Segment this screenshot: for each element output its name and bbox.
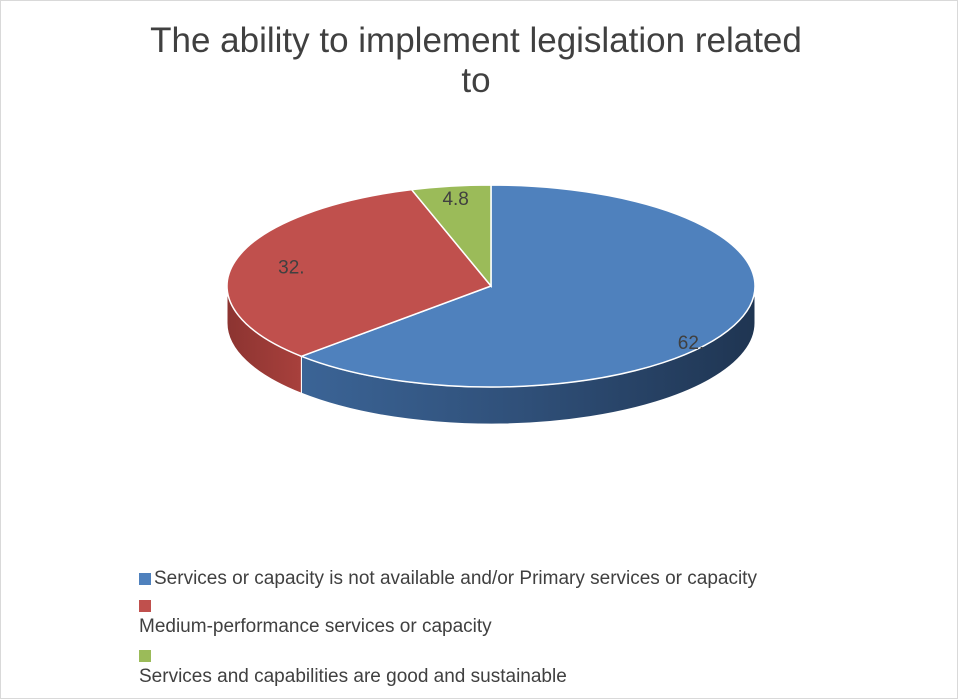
legend-swatch-red: [139, 600, 151, 612]
pie-slice-blue: [299, 184, 756, 388]
legend-swatch-green: [139, 650, 151, 662]
data-label-red: 32.: [278, 258, 304, 279]
data-label-blue: 62.: [678, 333, 704, 354]
chart-title: The ability to implement legislation rel…: [150, 21, 802, 100]
pie-slice-green: [410, 184, 492, 289]
data-label-green: 4.8: [442, 189, 468, 210]
legend-label-good-sustainable: Services and capabilities are good and s…: [139, 666, 567, 687]
legend: Services or capacity is not available an…: [139, 569, 839, 686]
legend-swatch-blue: [139, 573, 151, 585]
legend-item-services-not-available: Services or capacity is not available an…: [139, 569, 839, 588]
pie-labels: 62. 32. 4.8: [278, 189, 704, 354]
legend-label-medium-performance: Medium-performance services or capacity: [139, 616, 492, 637]
legend-item-good-sustainable: Services and capabilities are good and s…: [139, 646, 839, 686]
pie-slices: [226, 184, 756, 388]
legend-label-services-not-available: Services or capacity is not available an…: [154, 568, 757, 589]
pie-slice-red: [226, 188, 493, 358]
legend-item-medium-performance: Medium-performance services or capacity: [139, 596, 839, 636]
